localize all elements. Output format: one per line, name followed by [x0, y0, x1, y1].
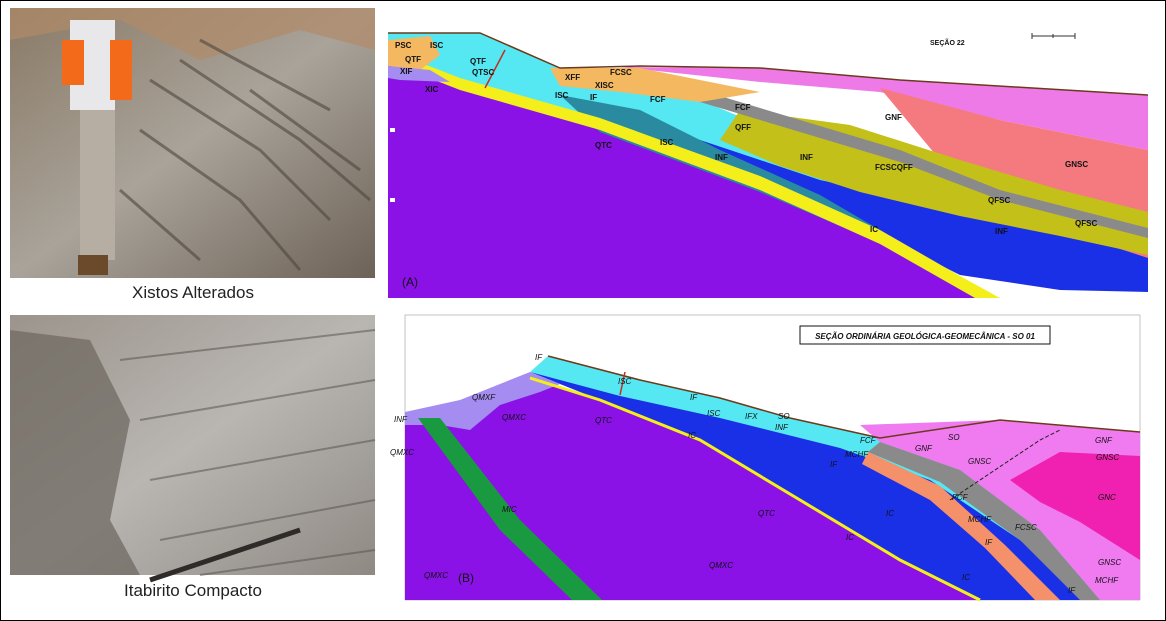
cross-section-a	[388, 33, 1148, 298]
unit-label: IC	[870, 225, 878, 234]
unit-label: IFX	[745, 412, 758, 421]
unit-label: FCSC	[610, 68, 632, 77]
unit-label: IF	[1068, 586, 1076, 595]
unit-label: ISC	[707, 409, 721, 418]
cross-section-b	[405, 315, 1140, 600]
unit-label: MIC	[502, 505, 517, 514]
unit-label: IC	[846, 533, 854, 542]
unit-label: PSC	[395, 41, 412, 50]
unit-label: QMXF	[472, 393, 496, 402]
unit-label: QFSC	[988, 196, 1010, 205]
unit-label: MCHF	[968, 515, 992, 524]
unit-label: FCF	[860, 436, 877, 445]
unit-label: INF	[715, 153, 728, 162]
unit-label: ISC	[555, 91, 569, 100]
figure: Xistos Alterados Itabirito Compacto SEÇÃ…	[0, 0, 1166, 621]
unit-label: INF	[775, 423, 789, 432]
unit-label: MCHF	[845, 450, 869, 459]
unit-label: QTC	[595, 416, 612, 425]
unit-label: GNSC	[1096, 453, 1119, 462]
unit-label: XIC	[425, 85, 439, 94]
unit-label: QMXC	[709, 561, 733, 570]
unit-label: QTF	[405, 55, 421, 64]
photo-caption: Itabirito Compacto	[124, 581, 262, 600]
unit-label: XFF	[565, 73, 580, 82]
unit-label: XIF	[400, 67, 413, 76]
unit-label: GNSC	[1098, 558, 1121, 567]
unit-label: GNSC	[968, 457, 991, 466]
unit-label: ISC	[430, 41, 444, 50]
unit-label: INF	[995, 227, 1008, 236]
unit-label: FCF	[735, 103, 751, 112]
unit-label: QMXC	[390, 448, 414, 457]
section-label: (B)	[458, 571, 474, 585]
photo-compact-itabirite	[10, 315, 375, 580]
unit-label: FCSCQFF	[875, 163, 913, 172]
unit-label: QFSC	[1075, 219, 1097, 228]
unit-label: IF	[590, 93, 597, 102]
unit-label: SO	[948, 433, 960, 442]
section-title: SEÇÃO 22	[930, 38, 965, 47]
unit-label: IF	[985, 538, 993, 547]
unit-label: QTSC	[472, 68, 494, 77]
section-title: SEÇÃO ORDINÁRIA GEOLÓGICA-GEOMECÂNICA - …	[815, 332, 1035, 341]
unit-label: QTC	[595, 141, 612, 150]
unit-label: IC	[688, 431, 696, 440]
unit-label: INF	[800, 153, 813, 162]
unit-label: QFF	[735, 123, 751, 132]
unit-label: IF	[830, 460, 838, 469]
unit-label: ISC	[660, 138, 674, 147]
photo-weathered-schist	[10, 8, 375, 278]
unit-label: SO	[778, 412, 790, 421]
unit-label: QMXC	[502, 413, 526, 422]
unit-label: IC	[886, 509, 894, 518]
unit-label: INF	[394, 415, 408, 424]
unit-label: IC	[962, 573, 970, 582]
unit-label: IF	[535, 353, 543, 362]
unit-label: FCSC	[1015, 523, 1037, 532]
unit-label: FCF	[650, 95, 666, 104]
unit-label: IF	[690, 393, 698, 402]
unit-label: XISC	[595, 81, 614, 90]
photo-caption: Xistos Alterados	[132, 283, 254, 302]
section-label: (A)	[402, 275, 418, 289]
unit-label: QTC	[758, 509, 775, 518]
unit-label: ISC	[618, 377, 632, 386]
unit-label: GNF	[1095, 436, 1113, 445]
unit-label: FCF	[952, 493, 969, 502]
unit-label: GNF	[885, 113, 902, 122]
unit-label: GNC	[1098, 493, 1116, 502]
unit-label: MCHF	[1095, 576, 1119, 585]
unit-label: QMXC	[424, 571, 448, 580]
unit-label: GNF	[915, 444, 933, 453]
unit-label: QTF	[470, 57, 486, 66]
unit-label: GNSC	[1065, 160, 1088, 169]
